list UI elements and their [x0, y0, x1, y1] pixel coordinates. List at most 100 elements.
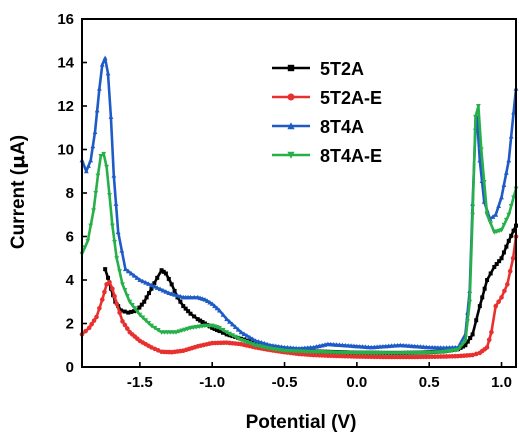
data-point	[172, 292, 177, 297]
data-point	[117, 269, 123, 274]
data-point	[477, 304, 482, 309]
data-point	[139, 302, 144, 307]
data-point	[421, 344, 426, 349]
data-point	[166, 276, 171, 281]
data-point	[212, 303, 218, 309]
data-point	[503, 217, 509, 223]
data-point	[337, 342, 342, 348]
data-point	[253, 338, 258, 343]
series-line-8t4a-e	[80, 104, 518, 355]
series-layer	[79, 55, 519, 360]
data-point	[241, 331, 247, 336]
data-point	[122, 288, 128, 293]
series-line-8t4a	[80, 56, 518, 350]
data-point	[98, 154, 104, 159]
data-point	[504, 244, 509, 249]
data-point	[115, 229, 121, 235]
data-point	[107, 193, 112, 198]
data-point	[397, 342, 403, 348]
data-point	[173, 330, 179, 335]
data-point	[160, 287, 166, 293]
data-point	[93, 191, 99, 196]
legend-label: 8T4A	[320, 117, 364, 137]
data-point	[482, 286, 487, 291]
legend-item-8t4a: 8T4A	[272, 117, 364, 137]
data-point	[195, 317, 200, 322]
y-tick-label: 10	[57, 142, 74, 159]
data-point	[506, 238, 511, 243]
data-point	[357, 343, 363, 349]
data-point	[129, 309, 134, 314]
data-point	[488, 271, 493, 276]
legend-item-8t4a-e: 8T4A-E	[272, 146, 382, 166]
legend-label: 8T4A-E	[320, 146, 382, 166]
y-tick-label: 8	[66, 185, 74, 202]
data-point	[458, 344, 463, 350]
data-point	[176, 329, 182, 334]
data-point	[140, 315, 146, 321]
data-point	[227, 319, 232, 324]
data-point	[460, 344, 465, 349]
data-point	[202, 321, 207, 326]
data-point	[114, 256, 120, 261]
data-point	[101, 151, 107, 157]
data-point	[508, 133, 514, 139]
data-point	[137, 277, 143, 282]
data-point	[127, 299, 133, 305]
data-point	[447, 348, 452, 354]
data-point	[505, 282, 510, 287]
data-point	[484, 345, 490, 350]
y-tick-label: 4	[66, 272, 75, 289]
data-point	[366, 344, 371, 350]
data-point	[113, 201, 119, 206]
x-tick-label: -0.5	[272, 374, 298, 391]
data-point	[501, 250, 506, 255]
y-axis-title-prefix: Current (	[8, 168, 29, 249]
data-point	[147, 291, 152, 296]
data-point	[86, 325, 92, 331]
data-point	[159, 268, 164, 273]
data-point	[462, 338, 468, 344]
data-point	[511, 109, 516, 115]
data-point	[290, 345, 296, 351]
data-point	[409, 343, 415, 349]
data-point	[480, 295, 485, 300]
data-point	[238, 329, 244, 335]
data-point	[485, 278, 490, 282]
data-point	[166, 290, 172, 296]
data-point	[91, 208, 96, 213]
series-5t2a	[103, 223, 518, 355]
y-axis-title-suffix: A)	[8, 135, 29, 155]
data-point	[105, 70, 111, 76]
data-point	[193, 324, 199, 330]
legend: 5T2A 5T2A-E 8T4A 8T4A-E	[272, 59, 382, 166]
data-point	[137, 312, 143, 318]
data-point	[114, 301, 120, 307]
data-point	[470, 352, 475, 358]
data-point	[492, 264, 497, 269]
data-point	[235, 326, 241, 332]
data-point	[474, 318, 479, 323]
data-point	[137, 305, 142, 310]
data-point	[183, 306, 188, 311]
data-point	[200, 320, 205, 325]
data-point	[110, 286, 115, 292]
data-point	[217, 307, 222, 313]
data-point	[342, 342, 348, 348]
data-point	[488, 221, 494, 227]
data-point	[423, 344, 429, 350]
data-point	[155, 328, 161, 333]
y-tick-label: 0	[66, 359, 74, 376]
data-point	[232, 334, 238, 340]
data-point	[501, 222, 507, 228]
data-point	[198, 318, 203, 323]
data-point	[94, 107, 100, 113]
data-point	[261, 340, 267, 346]
data-point	[507, 269, 513, 274]
data-point	[154, 285, 160, 290]
data-point	[227, 331, 232, 337]
data-point	[149, 286, 154, 291]
series-8t4a-e	[79, 104, 519, 356]
data-point	[489, 329, 494, 335]
data-point	[149, 323, 154, 329]
